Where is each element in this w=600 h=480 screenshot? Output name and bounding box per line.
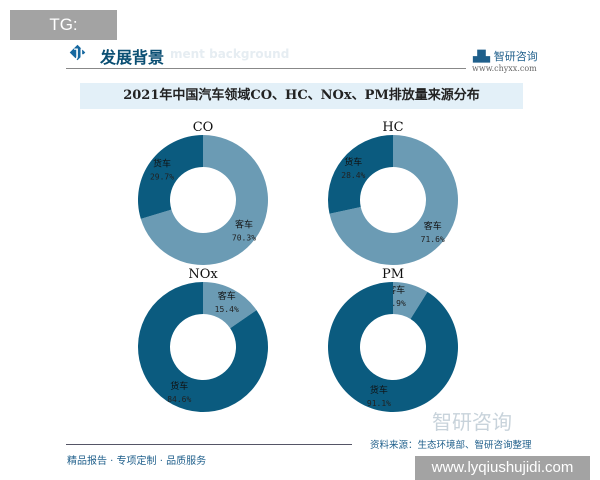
footer-divider (66, 444, 352, 445)
brand-url: www.chyxx.com (472, 64, 537, 73)
section-subtitle: ment background (170, 47, 290, 61)
slice-value-label: 84.6% (167, 395, 191, 404)
donut-slice (328, 135, 393, 214)
slice-label: 客车 (235, 218, 253, 230)
donut-slice (203, 282, 257, 329)
watermark: 智研咨询 (432, 410, 512, 434)
brand-name: 智研咨询 (493, 50, 538, 63)
slice-value-label: 29.7% (150, 173, 174, 182)
slice-label: 货车 (370, 384, 388, 396)
donut-slice (329, 135, 458, 265)
section-title: 发展背景 (100, 48, 165, 67)
slice-value-label: 71.6% (421, 235, 445, 244)
donut-slice (138, 135, 203, 219)
donut-title: HC (382, 120, 403, 135)
slice-label: 客车 (424, 220, 442, 232)
donut-title: PM (382, 267, 404, 282)
slice-label: 货车 (170, 380, 188, 392)
overlay-badge-bottom: www.lyqiushujidi.com (415, 456, 590, 480)
slice-value-label: 8.9% (387, 299, 406, 308)
slice-value-label: 28.4% (341, 171, 365, 180)
donut-slice (328, 282, 458, 412)
donut-slice (140, 135, 269, 266)
source-note: 资料来源：生态环境部、智研咨询整理 (370, 440, 532, 451)
donut-title: NOx (188, 267, 218, 282)
slice-label: 客车 (218, 290, 236, 302)
footer-slogan: 精品报告 · 专项定制 · 品质服务 (67, 456, 207, 467)
header-divider (66, 68, 466, 69)
donut-title: CO (193, 120, 214, 135)
overlay-badge-top: TG: MYYJJPP (10, 10, 117, 64)
brand-logo: ▟▙ 智研咨询 (473, 50, 538, 63)
slice-value-label: 91.1% (367, 399, 391, 408)
donut-slice (393, 282, 428, 320)
slice-label: 货车 (344, 156, 362, 168)
slice-value-label: 70.3% (232, 233, 256, 242)
donut-slice (138, 282, 268, 412)
chart-title: 2021年中国汽车领域CO、HC、NOx、PM排放量来源分布 (80, 83, 523, 109)
slice-label: 货车 (153, 158, 171, 170)
slice-value-label: 15.4% (215, 305, 239, 314)
